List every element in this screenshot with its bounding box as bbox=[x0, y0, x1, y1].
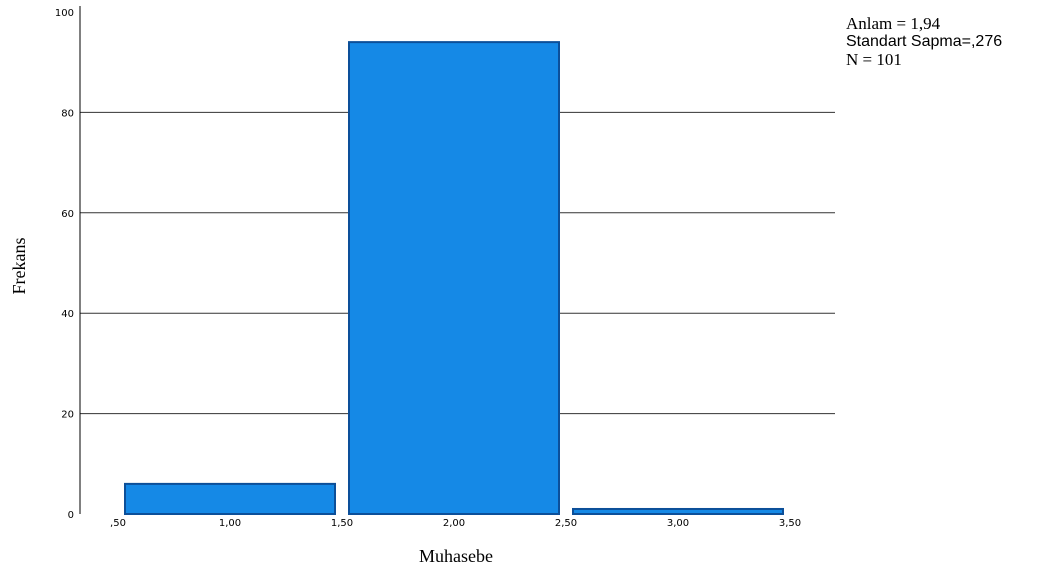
std-dev-stat: Standart Sapma=,276 bbox=[846, 33, 1003, 50]
x-tick-1,00: 1,00 bbox=[219, 518, 241, 529]
x-tick-3,50: 3,50 bbox=[779, 518, 801, 529]
x-tick-3,00: 3,00 bbox=[667, 518, 689, 529]
x-tick-,50: ,50 bbox=[110, 518, 126, 529]
y-tick-labels: 0 20 40 60 80 100 bbox=[55, 8, 74, 521]
y-tick-80: 80 bbox=[61, 108, 74, 119]
bars bbox=[124, 41, 784, 516]
x-axis-title: Muhasebe bbox=[419, 546, 493, 566]
stats-box: Anlam = 1,94 Standart Sapma=,276 N = 101 bbox=[846, 15, 1002, 69]
y-tick-20: 20 bbox=[61, 410, 74, 421]
y-axis-title: Frekans bbox=[9, 238, 29, 295]
n-stat: N = 101 bbox=[846, 50, 902, 69]
bar-2 bbox=[348, 41, 560, 516]
x-tick-1,50: 1,50 bbox=[331, 518, 353, 529]
x-tick-2,00: 2,00 bbox=[443, 518, 465, 529]
y-tick-40: 40 bbox=[61, 309, 74, 320]
x-tick-labels: ,50 1,00 1,50 2,00 2,50 3,00 3,50 bbox=[110, 518, 801, 529]
y-tick-100: 100 bbox=[55, 8, 74, 19]
mean-stat: Anlam = 1,94 bbox=[846, 14, 941, 33]
y-tick-60: 60 bbox=[61, 209, 74, 220]
bar-3 bbox=[572, 507, 784, 516]
bar-1 bbox=[124, 482, 336, 516]
y-tick-0: 0 bbox=[68, 510, 74, 521]
x-tick-2,50: 2,50 bbox=[555, 518, 577, 529]
